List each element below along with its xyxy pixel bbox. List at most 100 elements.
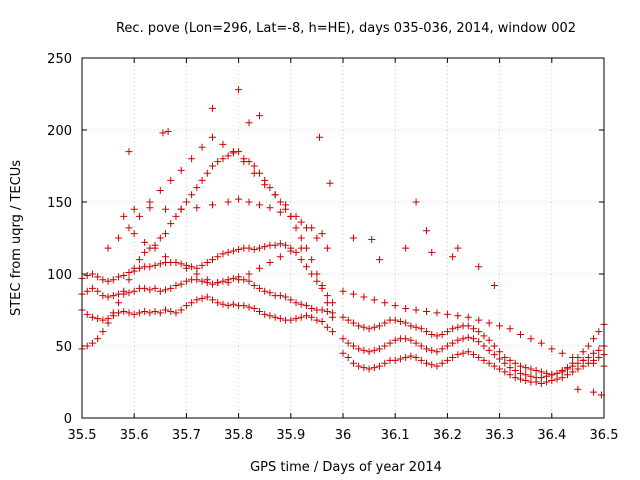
data-point bbox=[308, 256, 316, 264]
data-point bbox=[490, 282, 498, 290]
data-point bbox=[255, 112, 263, 120]
data-point bbox=[125, 309, 133, 317]
data-point bbox=[407, 352, 415, 360]
y-axis-label: STEC from uqrg / TECUs bbox=[9, 160, 24, 316]
data-point bbox=[209, 133, 216, 141]
data-point bbox=[470, 351, 477, 359]
data-point bbox=[276, 240, 284, 248]
data-point bbox=[104, 293, 112, 301]
data-point bbox=[88, 339, 96, 347]
data-point bbox=[120, 307, 128, 315]
data-point bbox=[109, 292, 117, 300]
data-point bbox=[511, 374, 519, 382]
data-point bbox=[261, 287, 269, 295]
data-point bbox=[323, 299, 331, 307]
data-point bbox=[423, 345, 431, 353]
y-tick-label: 250 bbox=[47, 52, 72, 67]
data-point bbox=[282, 201, 290, 209]
data-point bbox=[490, 342, 498, 350]
data-point bbox=[250, 305, 258, 313]
data-point bbox=[198, 261, 206, 269]
data-point bbox=[182, 198, 190, 206]
data-point bbox=[496, 322, 504, 330]
data-point bbox=[355, 345, 363, 353]
data-point bbox=[99, 292, 107, 300]
data-point bbox=[250, 246, 258, 254]
data-point bbox=[391, 316, 399, 324]
data-point bbox=[250, 282, 258, 290]
data-point bbox=[255, 307, 263, 315]
data-point bbox=[313, 234, 321, 242]
data-point bbox=[276, 315, 284, 323]
data-point bbox=[99, 276, 107, 284]
data-point bbox=[532, 366, 540, 374]
data-point bbox=[449, 253, 457, 261]
data-point bbox=[182, 302, 190, 310]
data-point bbox=[506, 325, 514, 333]
data-point bbox=[276, 208, 284, 216]
data-point bbox=[172, 212, 180, 220]
data-point bbox=[120, 287, 128, 295]
data-point bbox=[313, 270, 321, 278]
data-point bbox=[164, 127, 172, 135]
data-point bbox=[83, 310, 91, 318]
data-point bbox=[590, 335, 598, 343]
data-point bbox=[130, 230, 138, 238]
data-point bbox=[203, 169, 211, 177]
data-point bbox=[423, 307, 431, 315]
data-point bbox=[245, 303, 253, 311]
data-point bbox=[402, 335, 410, 343]
data-point bbox=[590, 388, 598, 396]
data-point bbox=[344, 316, 352, 324]
data-point bbox=[83, 342, 91, 350]
data-point bbox=[511, 366, 519, 374]
data-point bbox=[428, 346, 436, 354]
data-point bbox=[595, 354, 603, 362]
data-point bbox=[99, 316, 107, 324]
data-point bbox=[454, 312, 462, 320]
data-point bbox=[349, 234, 357, 242]
data-point bbox=[454, 323, 462, 331]
x-tick-label: 36.5 bbox=[590, 428, 619, 443]
data-point bbox=[255, 284, 263, 292]
data-point bbox=[297, 218, 305, 226]
data-point bbox=[135, 309, 143, 317]
data-point bbox=[574, 385, 582, 393]
data-point bbox=[276, 198, 284, 206]
data-point bbox=[323, 307, 331, 315]
data-point bbox=[224, 248, 232, 256]
data-point bbox=[464, 348, 472, 356]
data-point bbox=[125, 289, 133, 297]
data-point bbox=[156, 309, 164, 317]
data-point bbox=[193, 184, 201, 192]
data-point bbox=[381, 319, 389, 327]
data-point bbox=[563, 364, 571, 372]
data-point bbox=[496, 355, 504, 363]
data-point bbox=[537, 368, 545, 376]
data-point bbox=[558, 366, 566, 374]
data-point bbox=[292, 299, 300, 307]
data-point bbox=[569, 354, 577, 362]
x-axis-label: GPS time / Days of year 2014 bbox=[250, 460, 442, 475]
data-point bbox=[433, 309, 441, 317]
data-point bbox=[417, 342, 425, 350]
data-point bbox=[219, 155, 227, 163]
data-point bbox=[370, 346, 378, 354]
data-point bbox=[88, 284, 96, 292]
data-point bbox=[214, 158, 222, 166]
data-point bbox=[339, 349, 347, 357]
data-point bbox=[485, 359, 493, 367]
data-point bbox=[177, 166, 185, 174]
data-point bbox=[83, 271, 91, 279]
y-tick-label: 200 bbox=[47, 124, 72, 139]
data-point bbox=[412, 306, 420, 314]
data-point bbox=[151, 244, 159, 252]
data-point bbox=[443, 328, 451, 336]
data-point bbox=[475, 328, 483, 336]
data-point bbox=[360, 364, 368, 372]
data-point bbox=[266, 289, 274, 297]
data-point bbox=[370, 296, 378, 304]
x-tick-label: 36 bbox=[335, 428, 352, 443]
data-point bbox=[506, 371, 514, 379]
